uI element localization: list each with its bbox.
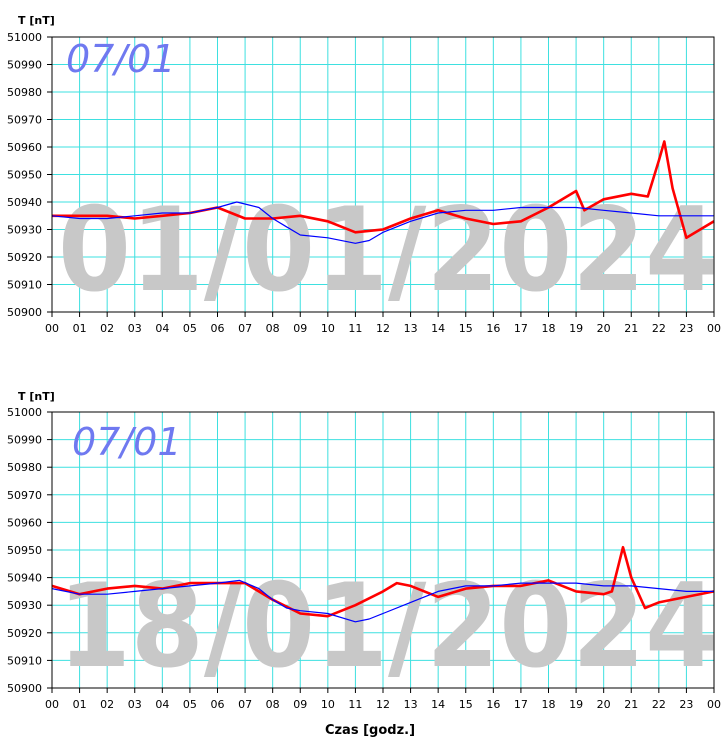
date-watermark: 18/01/2024 — [58, 559, 718, 694]
y-tick-label: 50940 — [7, 572, 42, 585]
x-tick-label: 05 — [183, 322, 197, 335]
x-tick-label: 10 — [321, 698, 335, 711]
y-tick-label: 50990 — [7, 434, 42, 447]
x-tick-label: 07 — [238, 698, 252, 711]
x-tick-label: 20 — [597, 322, 611, 335]
y-tick-label: 50970 — [7, 489, 42, 502]
plot-frame — [51, 36, 715, 313]
x-tick-label: 09 — [293, 322, 307, 335]
x-tick-label: 15 — [459, 322, 473, 335]
x-tick-label: 22 — [652, 322, 666, 335]
x-tick-label: 13 — [404, 322, 418, 335]
x-tick-label: 10 — [321, 322, 335, 335]
x-tick-label: 04 — [155, 322, 169, 335]
x-tick-label: 11 — [348, 698, 362, 711]
x-ticks: 00 01 02 03 04 05 06 07 08 09 10 11 12 13 14 15 16 17 18 19… — [45, 688, 721, 711]
series-line-blue — [51, 201, 714, 244]
y-ticks: 51000 50990 50980 50970 50960 50950 50940 50930… — [7, 406, 52, 695]
date-stamp: 07/01 — [72, 420, 182, 464]
y-tick-label: 50900 — [7, 306, 42, 319]
x-tick-label: 01 — [73, 698, 87, 711]
x-tick-label: 13 — [404, 698, 418, 711]
x-ticks: 00 01 02 03 04 05 06 07 08 09 10 11 12 13 14 15 16 17 18 19… — [45, 312, 721, 335]
x-tick-label: 02 — [100, 698, 114, 711]
y-tick-label: 50950 — [7, 169, 42, 182]
x-tick-label: 07 — [238, 322, 252, 335]
chart-bottom: T [nT] 18/01/2024 07/01 5100050990509805… — [7, 390, 721, 738]
date-stamp: 07/01 — [66, 37, 176, 81]
x-tick-label: 16 — [486, 322, 500, 335]
x-tick-label: 20 — [597, 698, 611, 711]
x-tick-label: 17 — [514, 322, 528, 335]
y-tick-label: 51000 — [7, 406, 42, 419]
x-axis-label: Czas [godz.] — [325, 723, 415, 738]
x-tick-label: 14 — [431, 322, 445, 335]
x-tick-label: 18 — [542, 322, 556, 335]
plot-frame — [51, 411, 715, 689]
x-tick-label: 23 — [679, 322, 693, 335]
x-tick-label: 18 — [542, 698, 556, 711]
x-tick-label: 03 — [128, 322, 142, 335]
series-group — [51, 140, 715, 244]
x-tick-label: 19 — [569, 322, 583, 335]
y-tick-label: 51000 — [7, 31, 42, 44]
x-tick-label: 06 — [211, 698, 225, 711]
x-tick-label: 12 — [376, 322, 390, 335]
x-tick-label: 15 — [459, 698, 473, 711]
y-tick-label: 50980 — [7, 461, 42, 474]
y-tick-label: 50920 — [7, 627, 42, 640]
x-tick-label: 12 — [376, 698, 390, 711]
y-tick-label: 50910 — [7, 279, 42, 292]
y-tick-label: 50950 — [7, 544, 42, 557]
y-tick-label: 50940 — [7, 196, 42, 209]
x-tick-label: 00 — [45, 698, 59, 711]
date-watermark: 01/01/2024 — [58, 183, 718, 318]
x-tick-label: 19 — [569, 698, 583, 711]
x-tick-label: 17 — [514, 698, 528, 711]
y-ticks: 51000 50990 50980 50970 50960 50950 50940 50930… — [7, 31, 52, 319]
x-tick-label: 03 — [128, 698, 142, 711]
y-tick-label: 50970 — [7, 114, 42, 127]
y-tick-label: 50900 — [7, 682, 42, 695]
chart-top: T [nT] 01/01/2024 07/01 5100050990509805… — [7, 14, 721, 335]
x-tick-label: 04 — [155, 698, 169, 711]
series-group — [51, 545, 715, 623]
y-tick-label: 50960 — [7, 516, 42, 529]
x-tick-label: 16 — [486, 698, 500, 711]
x-tick-label: 02 — [100, 322, 114, 335]
series-line-red — [51, 545, 715, 618]
x-tick-label: 09 — [293, 698, 307, 711]
x-tick-label: 21 — [624, 698, 638, 711]
x-tick-label: 23 — [679, 698, 693, 711]
y-tick-label: 50930 — [7, 599, 42, 612]
y-axis-label: T [nT] — [18, 14, 55, 27]
x-tick-label: 01 — [73, 322, 87, 335]
x-tick-label: 05 — [183, 698, 197, 711]
y-tick-label: 50920 — [7, 251, 42, 264]
y-tick-label: 50910 — [7, 654, 42, 667]
series-line-blue — [51, 579, 714, 623]
y-tick-label: 50980 — [7, 86, 42, 99]
y-axis-label: T [nT] — [18, 390, 55, 403]
y-tick-label: 50960 — [7, 141, 42, 154]
x-tick-label: 08 — [266, 698, 280, 711]
x-tick-label: 22 — [652, 698, 666, 711]
x-tick-label: 21 — [624, 322, 638, 335]
y-tick-label: 50930 — [7, 224, 42, 237]
x-tick-label: 11 — [348, 322, 362, 335]
x-tick-label: 00 — [707, 698, 721, 711]
x-tick-label: 00 — [707, 322, 721, 335]
x-tick-label: 08 — [266, 322, 280, 335]
x-tick-label: 00 — [45, 322, 59, 335]
y-tick-label: 50990 — [7, 59, 42, 72]
x-tick-label: 14 — [431, 698, 445, 711]
x-tick-label: 06 — [211, 322, 225, 335]
